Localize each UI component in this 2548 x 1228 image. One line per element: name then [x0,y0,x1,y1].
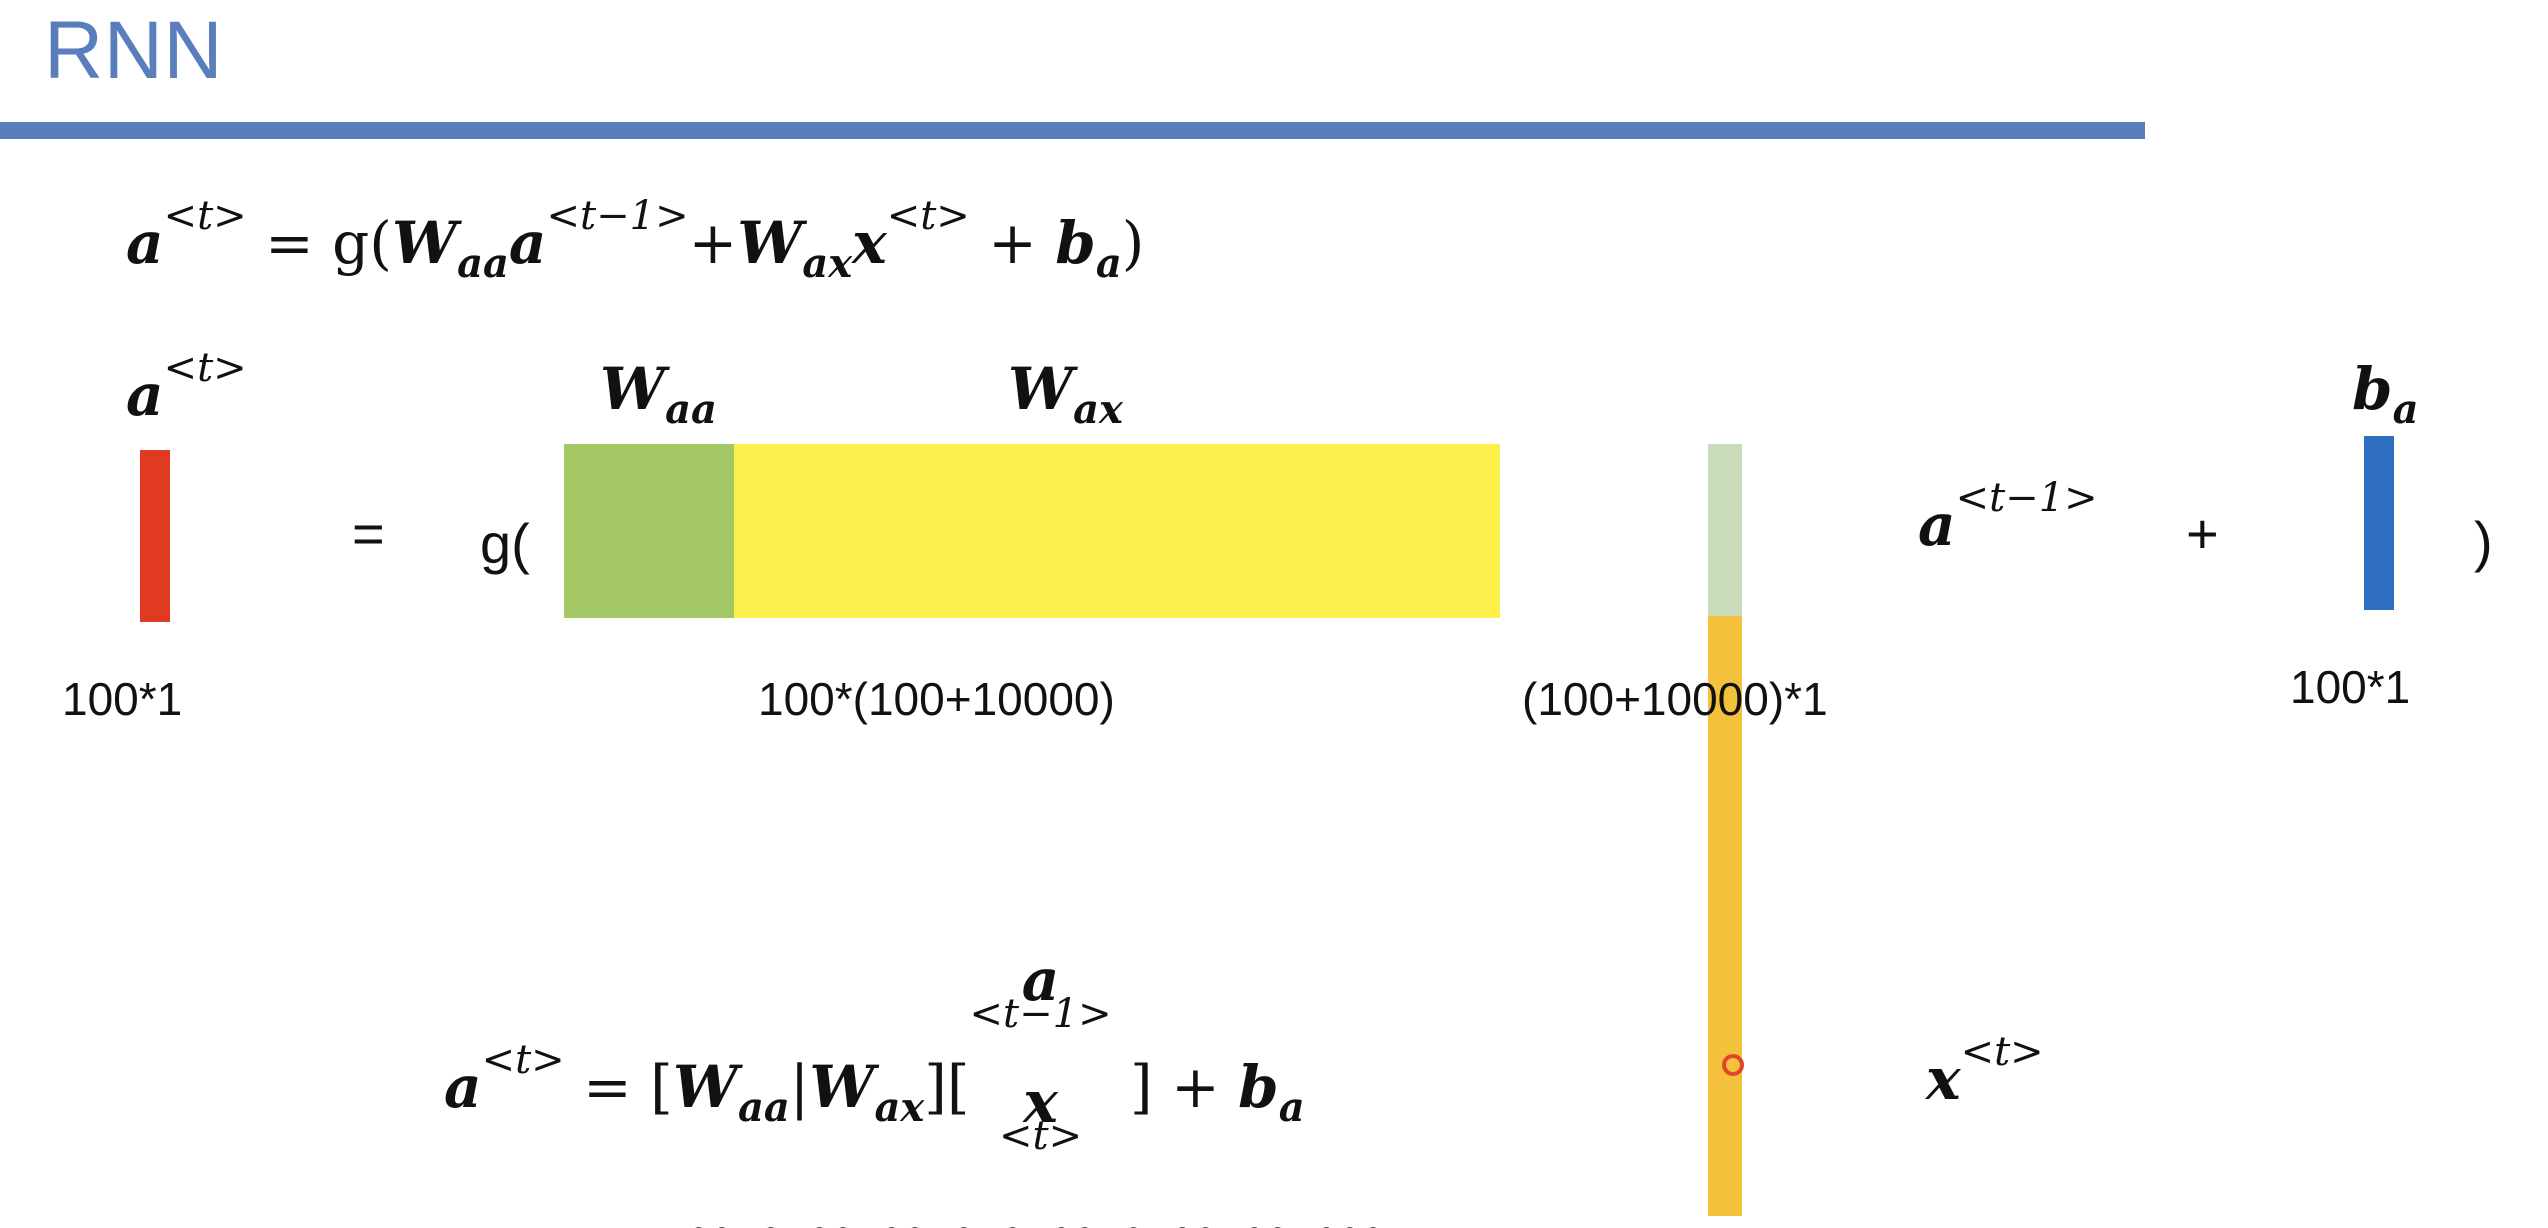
dim-concat: (100+10000)*1 [1522,673,1828,725]
w-aa-label: Waa [600,355,717,433]
close-paren: ) [2474,510,2493,573]
equation-concat-formula: a<t> = [Waa|Wax][ a <t−1> x <t> ] + ba [444,950,1305,1194]
equals-sign: = [352,502,385,565]
b-a-label: ba [2352,355,2419,433]
x-t-label: x<t> [1926,1029,2044,1113]
slide-title: RNN [44,5,224,96]
a-prev-vector-part [1708,444,1742,616]
dim-weight: 100*(100+10000) [758,673,1115,725]
w-ax-block [734,444,1500,618]
equation-rnn-formula: a<t> = g(Waaa<t−1>+Waxx<t> + ba) [126,193,1145,287]
g-open-paren: g( [480,512,530,575]
cut-off-caption: ꞏꞏ·ꞏ ꞏꞏ ꞏꞏ ꞏ ꞏ ꞏꞏ ꞏ ꞏꞏ ꞏꞏ ꞏꞏꞏ [690,1188,1940,1228]
a-t-label: a<t> [126,345,247,429]
a-t-vector [140,450,170,622]
w-aa-block [564,444,734,618]
stacked-vector: a <t−1> x <t> [969,946,1112,1159]
w-ax-label: Wax [1008,355,1123,433]
mouse-cursor-icon [1722,1054,1744,1076]
title-underline [0,122,2145,139]
plus-sign: + [2186,502,2219,565]
a-prev-label: a<t−1> [1918,475,2098,559]
dim-a-t: 100*1 [62,673,183,725]
dim-b-a: 100*1 [2290,661,2411,713]
x-t-vector-part [1708,616,1742,1216]
b-a-vector [2364,436,2394,610]
